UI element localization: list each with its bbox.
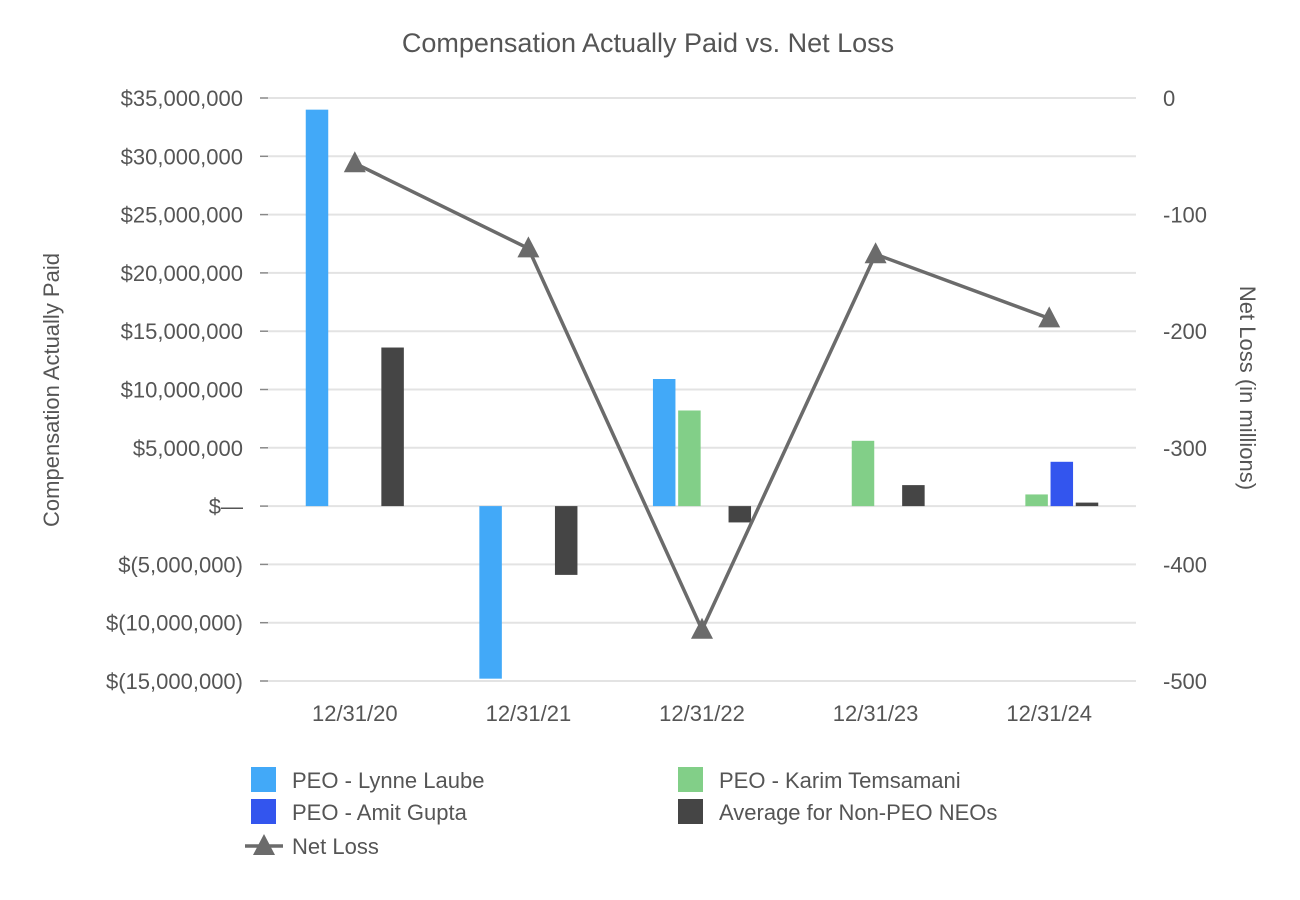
bar xyxy=(902,485,925,507)
gridlines xyxy=(268,97,1136,682)
y2-tick-label: -100 xyxy=(1163,203,1207,228)
y2-tick-label: -200 xyxy=(1163,319,1207,344)
y-tick-label: $25,000,000 xyxy=(121,203,243,228)
y-tick-label: $(15,000,000) xyxy=(106,669,243,694)
legend-label: PEO - Lynne Laube xyxy=(292,768,484,793)
y-tick-label: $— xyxy=(209,494,243,519)
bar xyxy=(1075,502,1099,507)
bar xyxy=(652,379,676,507)
x-tick-label: 12/31/24 xyxy=(1006,701,1092,726)
net-loss-marker xyxy=(864,242,887,264)
y-tick-label: $35,000,000 xyxy=(121,86,243,111)
net-loss-polyline xyxy=(354,161,1050,634)
net-loss-marker xyxy=(343,151,366,173)
legend-swatch xyxy=(251,799,276,824)
net-loss-marker xyxy=(691,617,713,639)
x-axis: 12/31/20 12/31/21 12/31/22 12/31/23 12/31/24 xyxy=(312,701,1092,726)
legend-label: Average for Non-PEO NEOs xyxy=(719,800,997,825)
left-axis: $35,000,000 $30,000,000 $25,000,000 $20,000… xyxy=(106,86,268,694)
bar xyxy=(554,506,578,575)
net-loss-marker xyxy=(1038,306,1061,328)
net-loss-marker xyxy=(517,236,540,258)
legend-label: Net Loss xyxy=(292,834,379,859)
bar xyxy=(1050,461,1074,507)
y2-axis-title: Net Loss (in millions) xyxy=(1235,286,1260,490)
y2-tick-label: 0 xyxy=(1163,86,1175,111)
legend-marker-swatch xyxy=(253,834,275,855)
legend-swatch xyxy=(251,767,276,792)
bar xyxy=(728,506,752,523)
bars xyxy=(305,109,1099,679)
y2-tick-label: -300 xyxy=(1163,436,1207,461)
x-tick-label: 12/31/20 xyxy=(312,701,398,726)
y-axis-title: Compensation Actually Paid xyxy=(39,253,64,527)
x-tick-label: 12/31/23 xyxy=(833,701,919,726)
bar xyxy=(479,506,502,679)
bar xyxy=(851,440,875,507)
y-tick-label: $30,000,000 xyxy=(121,144,243,169)
legend-swatch xyxy=(678,767,703,792)
y-tick-label: $(10,000,000) xyxy=(106,611,243,636)
y2-tick-label: -500 xyxy=(1163,669,1207,694)
right-axis: 0 -100 -200 -300 -400 -500 xyxy=(1163,86,1207,694)
x-tick-label: 12/31/21 xyxy=(486,701,572,726)
bar xyxy=(678,410,701,507)
y2-tick-label: -400 xyxy=(1163,552,1207,577)
legend-label: PEO - Karim Temsamani xyxy=(719,768,961,793)
y-tick-label: $10,000,000 xyxy=(121,378,243,403)
y-tick-label: $(5,000,000) xyxy=(118,552,243,577)
y-tick-label: $20,000,000 xyxy=(121,261,243,286)
net-loss-line xyxy=(343,151,1061,639)
y-tick-label: $15,000,000 xyxy=(121,319,243,344)
y-tick-label: $5,000,000 xyxy=(133,436,243,461)
legend-swatch xyxy=(678,799,703,824)
x-tick-label: 12/31/22 xyxy=(659,701,745,726)
bar xyxy=(1025,494,1048,507)
bar xyxy=(305,109,329,507)
legend: PEO - Lynne Laube PEO - Karim Temsamani PE… xyxy=(245,767,997,859)
bar xyxy=(381,347,404,507)
chart-title: Compensation Actually Paid vs. Net Loss xyxy=(402,28,894,58)
legend-label: PEO - Amit Gupta xyxy=(292,800,468,825)
